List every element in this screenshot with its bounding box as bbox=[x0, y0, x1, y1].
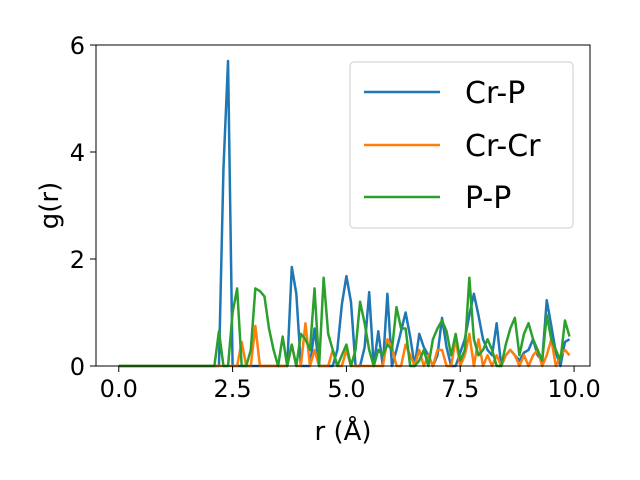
y-axis-label: g(r) bbox=[35, 182, 65, 229]
legend-label-p-p: P-P bbox=[465, 181, 511, 216]
x-tick-label: 10.0 bbox=[547, 375, 600, 403]
rdf-chart: 0.0 2.5 5.0 7.5 10.0 0 2 4 6 r (Å) g(r) Cr-P Cr… bbox=[0, 0, 640, 480]
x-tick-label: 0.0 bbox=[100, 375, 138, 403]
y-tick-label: 2 bbox=[70, 246, 85, 274]
y-tick-label: 0 bbox=[70, 353, 85, 381]
legend-label-cr-p: Cr-P bbox=[465, 76, 525, 111]
y-tick-label: 4 bbox=[70, 139, 85, 167]
legend-label-cr-cr: Cr-Cr bbox=[465, 129, 541, 164]
y-tick-label: 6 bbox=[70, 32, 85, 60]
legend: Cr-P Cr-Cr P-P bbox=[350, 62, 573, 228]
x-tick-label: 7.5 bbox=[441, 375, 479, 403]
x-tick-label: 2.5 bbox=[214, 375, 252, 403]
x-tick-label: 5.0 bbox=[327, 375, 365, 403]
x-axis-label: r (Å) bbox=[314, 415, 371, 447]
